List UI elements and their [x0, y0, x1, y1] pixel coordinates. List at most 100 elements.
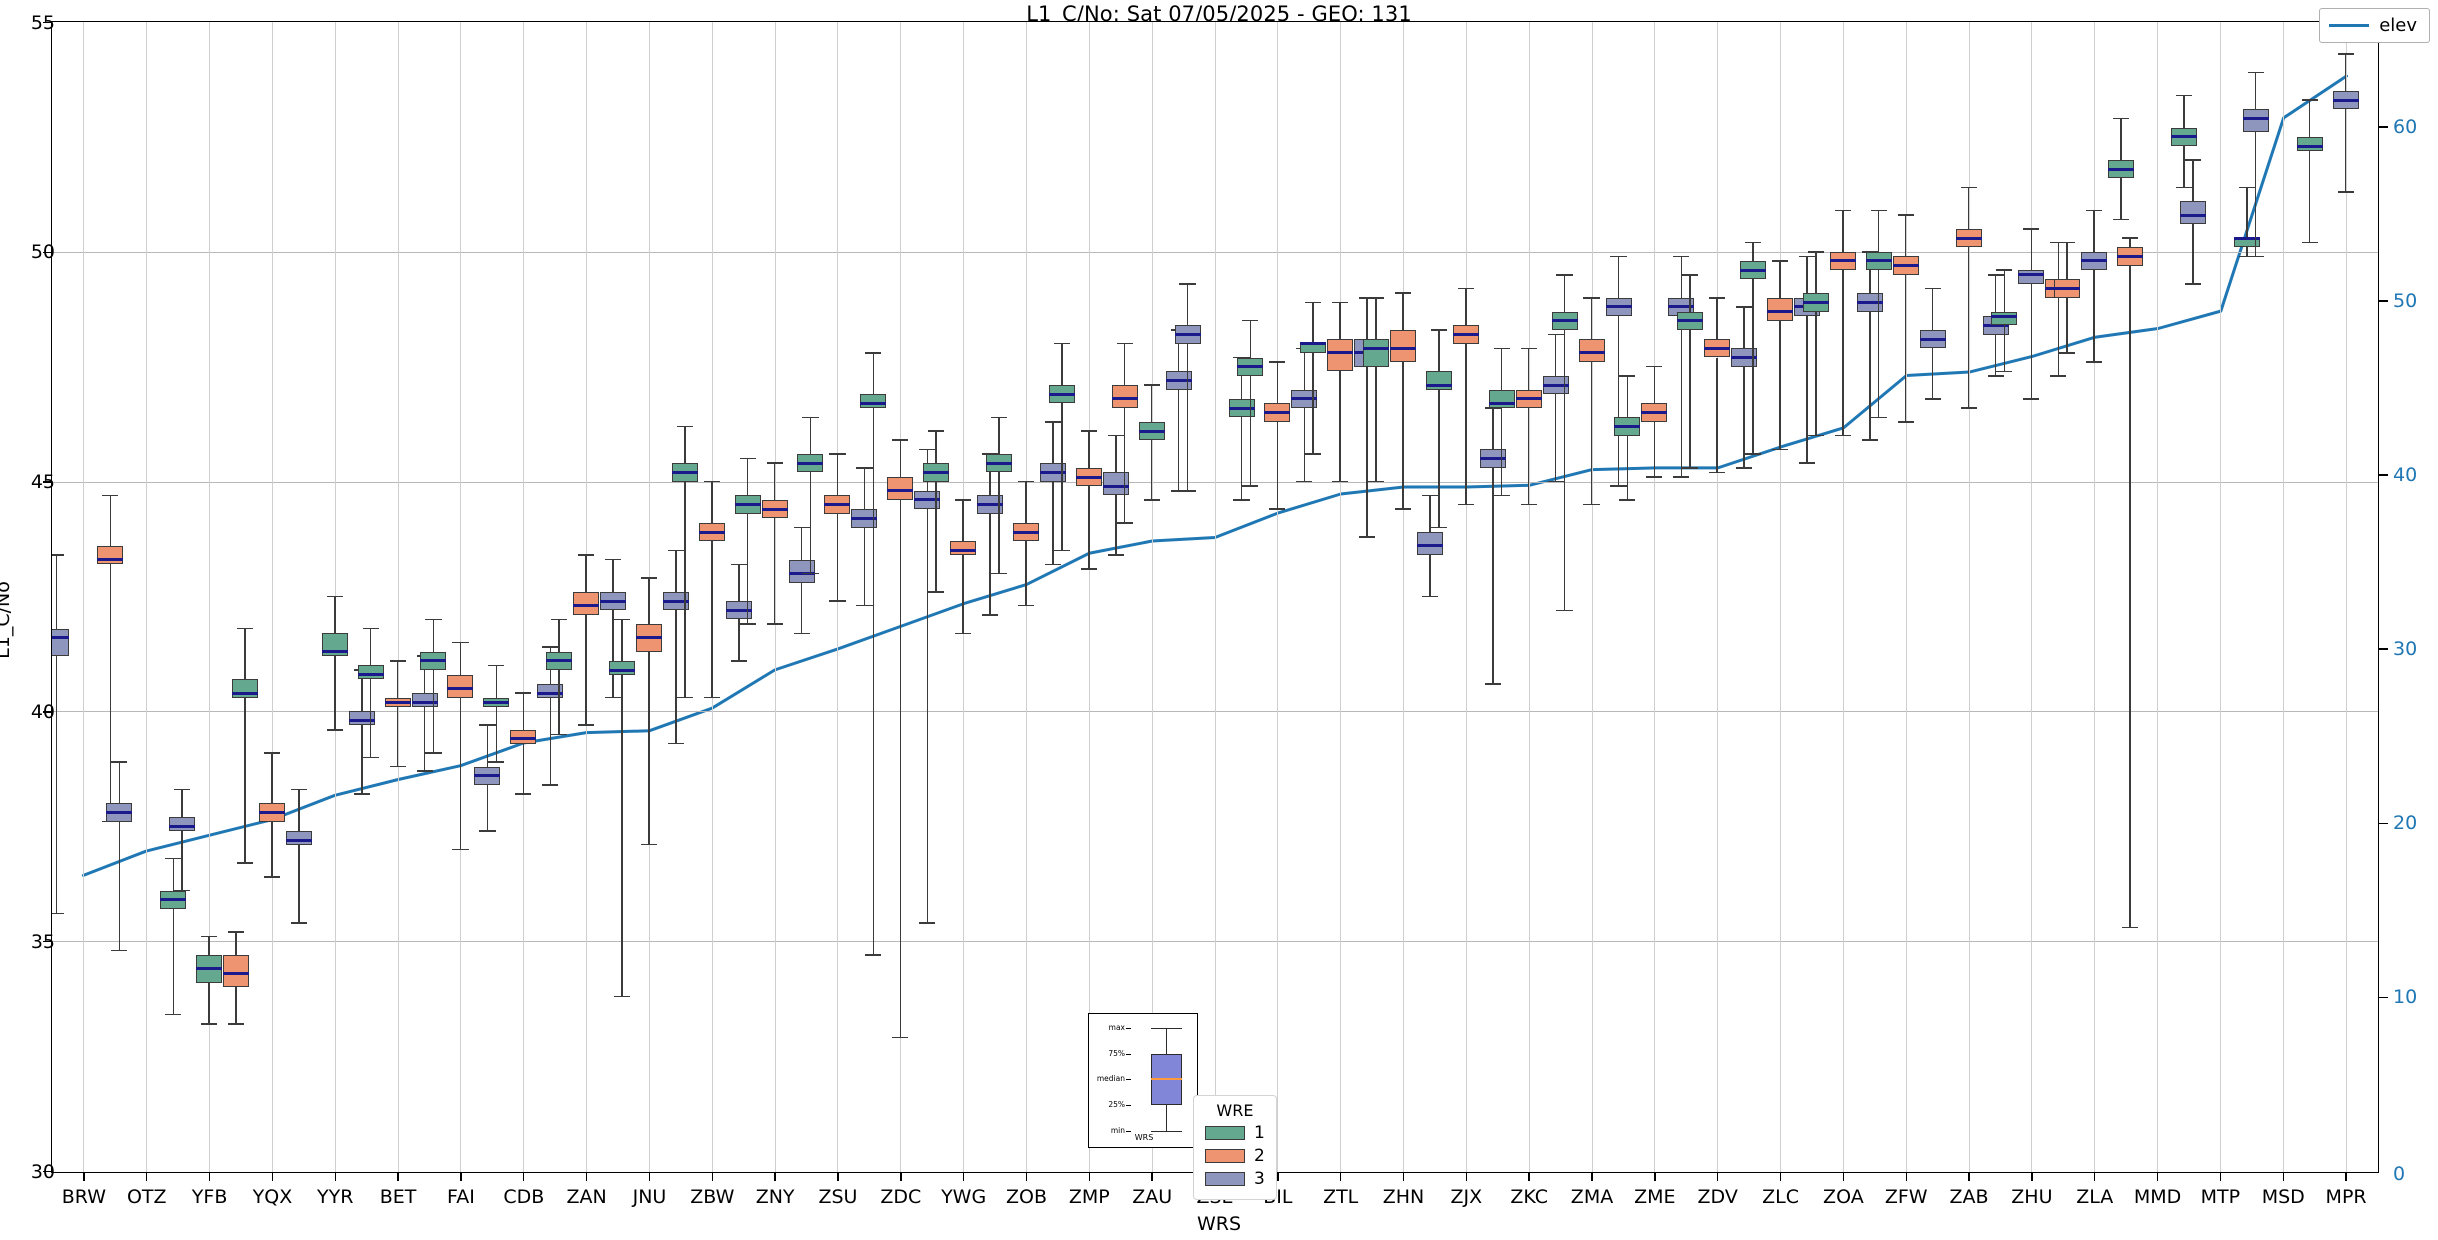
whisker-lower: [2192, 224, 2194, 284]
whisker-upper: [1779, 260, 1781, 298]
cap-min: [919, 922, 936, 924]
cap-min: [2059, 352, 2076, 354]
cap-min: [1619, 499, 1636, 501]
cap-min: [730, 660, 747, 662]
cap-min: [1709, 471, 1726, 474]
whisker-upper: [1590, 297, 1593, 340]
y-tick-label-left: 45: [30, 471, 55, 494]
whisker-lower: [459, 697, 462, 850]
boxplot-zhn-wre1: [1363, 22, 1389, 1171]
cap-max: [111, 761, 128, 763]
cap-min: [2301, 241, 2318, 244]
cap-min: [1269, 508, 1286, 510]
boxplot-mtp-wre3: [2179, 22, 2206, 1171]
cap-max: [1367, 297, 1385, 299]
cap-min: [1771, 448, 1789, 451]
gridline-vertical: [271, 22, 273, 1172]
whisker-lower: [2120, 178, 2122, 220]
wre-2-swatch: [1205, 1149, 1245, 1163]
whisker-lower: [1716, 357, 1718, 473]
cap-max: [2059, 241, 2076, 244]
x-tick-label: ZME: [1634, 1186, 1676, 1208]
median-line: [725, 608, 752, 612]
cap-min: [1870, 416, 1887, 418]
y-tick-label-left: 50: [30, 241, 55, 264]
box-iqr: [223, 954, 250, 988]
boxplot-cdb-wre2: [510, 22, 537, 1171]
whisker-upper: [1689, 274, 1691, 312]
boxplot-zjx-wre1: [1425, 22, 1452, 1171]
gridline-vertical: [1465, 22, 1467, 1172]
x-tick-label: ZBW: [690, 1186, 735, 1208]
cap-min: [263, 876, 280, 878]
cap-min: [2086, 361, 2103, 363]
cap-max: [730, 563, 747, 566]
whisker-upper: [935, 431, 937, 464]
cap-max: [1044, 421, 1062, 423]
x-tick-mark: [1842, 1173, 1845, 1181]
boxplot-fai-wre1: [420, 22, 447, 1171]
cap-min: [551, 733, 568, 736]
box-iqr: [52, 628, 70, 657]
cap-max: [1547, 333, 1564, 336]
legend-elev[interactable]: elev: [2319, 8, 2430, 43]
legend-wre-item-3[interactable]: 3: [1205, 1169, 1265, 1189]
legend-wre-item-1[interactable]: 1: [1205, 1123, 1265, 1143]
whisker-lower: [1994, 334, 1997, 376]
whisker-upper: [1061, 343, 1063, 386]
box-iqr: [1327, 339, 1354, 372]
y-tick-label-right: 0: [2393, 1163, 2406, 1185]
whisker-upper: [244, 628, 246, 680]
y-tick-mark-left: [43, 711, 52, 713]
whisker-upper: [459, 642, 462, 675]
median-line: [546, 659, 573, 663]
x-tick-label: ZMP: [1068, 1186, 1110, 1208]
boxplot-zme-wre3: [1668, 22, 1695, 1171]
legend-wre-item-2[interactable]: 2: [1205, 1146, 1265, 1166]
whisker-lower: [334, 656, 336, 730]
x-tick-label: ZTL: [1323, 1186, 1359, 1208]
whisker-lower: [1303, 408, 1306, 482]
cap-min: [793, 632, 810, 635]
cap-max: [605, 558, 622, 561]
whisker-upper: [55, 555, 58, 629]
whisker-lower: [396, 706, 399, 767]
whisker-lower: [1527, 408, 1530, 505]
gridline-vertical: [523, 22, 525, 1172]
y-tick-mark-right: [2379, 822, 2388, 825]
x-tick-label: ZAN: [566, 1186, 607, 1208]
whisker-upper: [1563, 274, 1566, 312]
whisker-upper: [1869, 251, 1871, 294]
cap-min: [667, 742, 685, 745]
median-line: [1802, 300, 1829, 304]
cap-min: [676, 696, 693, 699]
cap-max: [2113, 117, 2130, 120]
explainer-label-max: max: [1108, 1023, 1125, 1032]
whisker-upper: [2344, 54, 2347, 91]
y-tick-mark-left: [43, 21, 52, 24]
y-tick-mark-left: [43, 1170, 52, 1173]
cap-min: [389, 765, 406, 768]
legend-wre[interactable]: WRE 1 2 3: [1193, 1095, 1277, 1200]
whisker-upper: [2093, 210, 2095, 252]
boxplot-jnu-wre1: [608, 22, 635, 1171]
x-tick-mark: [1465, 1173, 1468, 1181]
whisker-lower: [684, 481, 686, 698]
cap-max: [1924, 287, 1941, 290]
cap-max: [1682, 274, 1699, 276]
whisker-lower: [1752, 279, 1754, 455]
cap-max: [2023, 228, 2040, 230]
cap-min: [1044, 563, 1062, 566]
cap-min: [640, 843, 658, 846]
boxplot-msd-wre3: [2242, 22, 2269, 1171]
whisker-upper: [746, 458, 749, 496]
boxplot-zkc-wre2: [1515, 22, 1542, 1171]
whisker-upper: [181, 789, 183, 818]
median-line: [1425, 383, 1452, 387]
median-line: [761, 507, 788, 511]
cap-max: [2238, 186, 2255, 189]
whisker-lower: [2129, 265, 2131, 928]
cap-min: [766, 623, 783, 625]
cap-max: [201, 935, 218, 938]
whisker-lower: [1806, 316, 1808, 464]
